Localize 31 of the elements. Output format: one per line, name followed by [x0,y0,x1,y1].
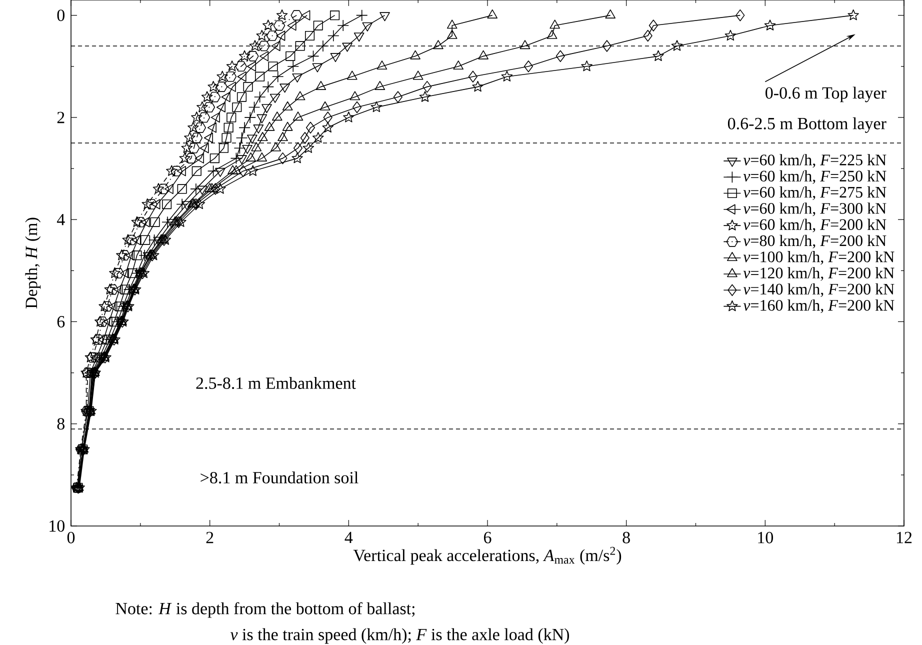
legend-label: v=80 km/h, F=200 kN [743,234,886,248]
x-tick-label: 0 [67,532,75,544]
y-tick-label: 10 [50,520,64,532]
x-tick-label: 8 [622,532,630,544]
legend-label: v=60 km/h, F=275 kN [743,186,886,200]
text: Note: H is depth from the bottom of ballast; [116,602,414,618]
annotation: 0.6-2.5 m Bottom layer [728,117,886,133]
text: v is the train speed (km/h); F is the axle load (kN) [230,628,570,644]
x-tick-label: 4 [344,532,353,544]
y-tick-label: 0 [57,10,64,22]
y-tick-label: 2 [57,112,64,124]
legend-label: v=100 km/h, F=200 kN [743,251,894,265]
x-axis-title: Vertical peak accelerations, A$_{max}$ (m/s$^{2}$) [353,546,622,565]
legend-label: v=120 km/h, F=200 kN [743,267,894,281]
legend-label: v=60 km/h, F=225 kN [743,154,886,168]
x-tick-label: 6 [484,532,492,544]
legend-label: v=160 km/h, F=200 kN [743,299,894,314]
y-axis-title: Depth, H (m) [25,218,41,308]
legend-label: v=60 km/h, F=250 kN [743,170,886,184]
x-tick-label: 10 [758,532,774,544]
x-tick-label: 12 [896,532,912,544]
y-tick-label: 6 [57,316,65,328]
annotation: 2.5-8.1 m Embankment [196,376,356,390]
legend-label: v=140 km/h, F=200 kN [743,283,894,297]
annotation: >8.1 m Foundation soil [200,471,358,484]
x-tick-label: 2 [206,532,214,544]
legend-label: v=60 km/h, F=200 kN [743,218,886,232]
y-tick-label: 8 [57,418,64,430]
y-tick-label: 4 [56,214,65,226]
annotation: 0-0.6 m Top layer [766,86,886,102]
legend-label: v=60 km/h, F=300 kN [743,202,886,216]
